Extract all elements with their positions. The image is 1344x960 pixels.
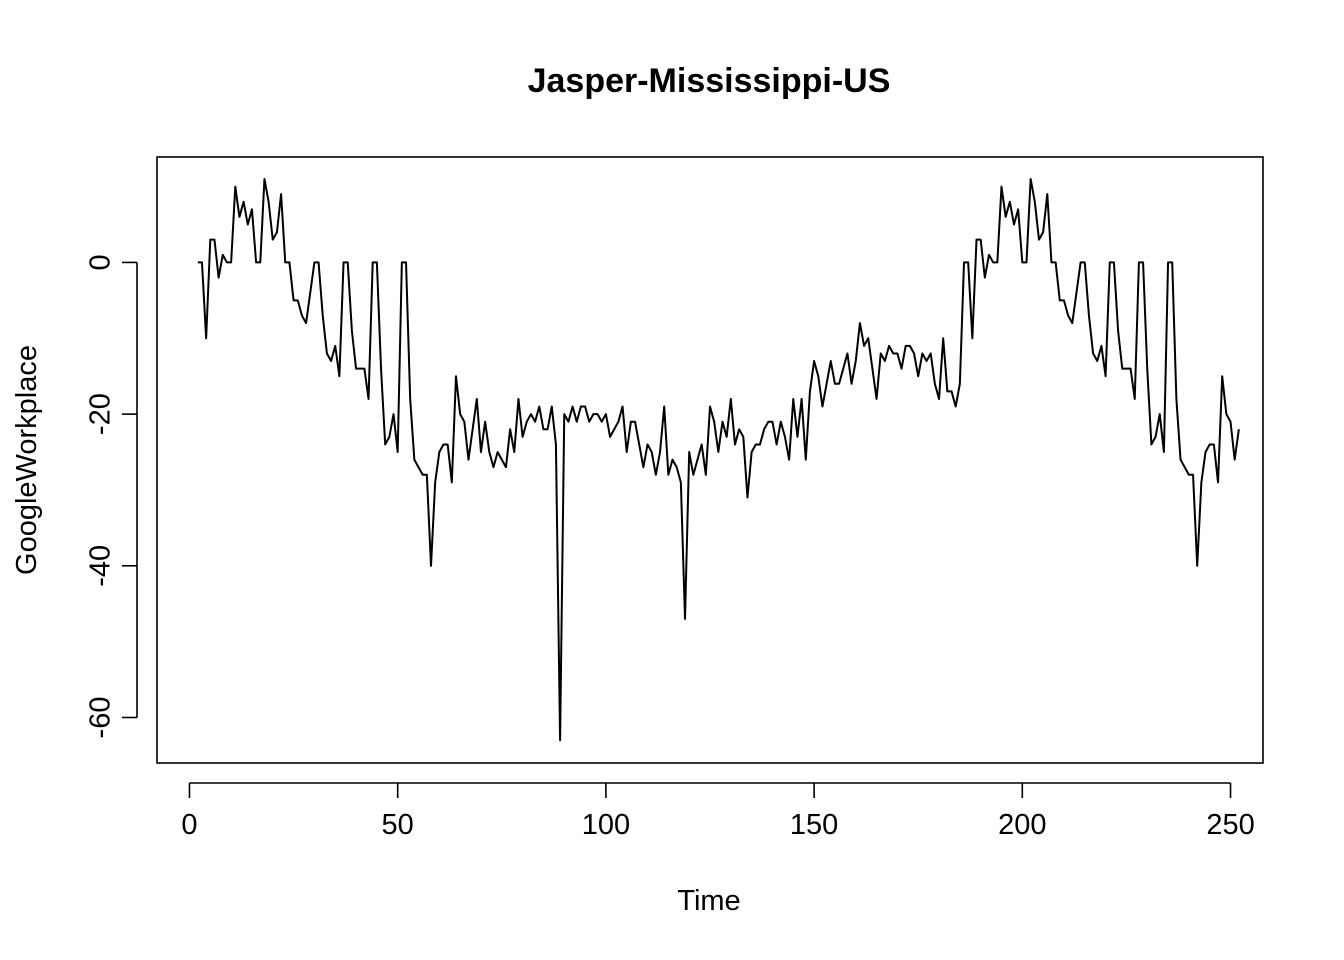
y-tick-label: -60 xyxy=(85,697,117,739)
x-tick-label: 100 xyxy=(582,809,630,841)
y-tick-label: 0 xyxy=(85,254,117,270)
y-tick-label: -20 xyxy=(85,393,117,435)
x-tick-label: 0 xyxy=(181,809,197,841)
x-tick-label: 250 xyxy=(1206,809,1254,841)
x-tick-label: 200 xyxy=(998,809,1046,841)
x-tick-label: 150 xyxy=(790,809,838,841)
y-axis-label: GoogleWorkplace xyxy=(11,345,43,575)
y-tick-label: -40 xyxy=(85,545,117,587)
x-tick-label: 50 xyxy=(382,809,414,841)
chart-title: Jasper-Mississippi-US xyxy=(528,62,891,100)
series-line xyxy=(197,177,1240,742)
x-axis: 0 50 100 150 200 250 xyxy=(181,782,1255,841)
x-axis-label: Time xyxy=(677,885,740,917)
y-axis: 0 -20 -40 -60 xyxy=(85,254,138,739)
plot-frame xyxy=(156,156,1264,764)
